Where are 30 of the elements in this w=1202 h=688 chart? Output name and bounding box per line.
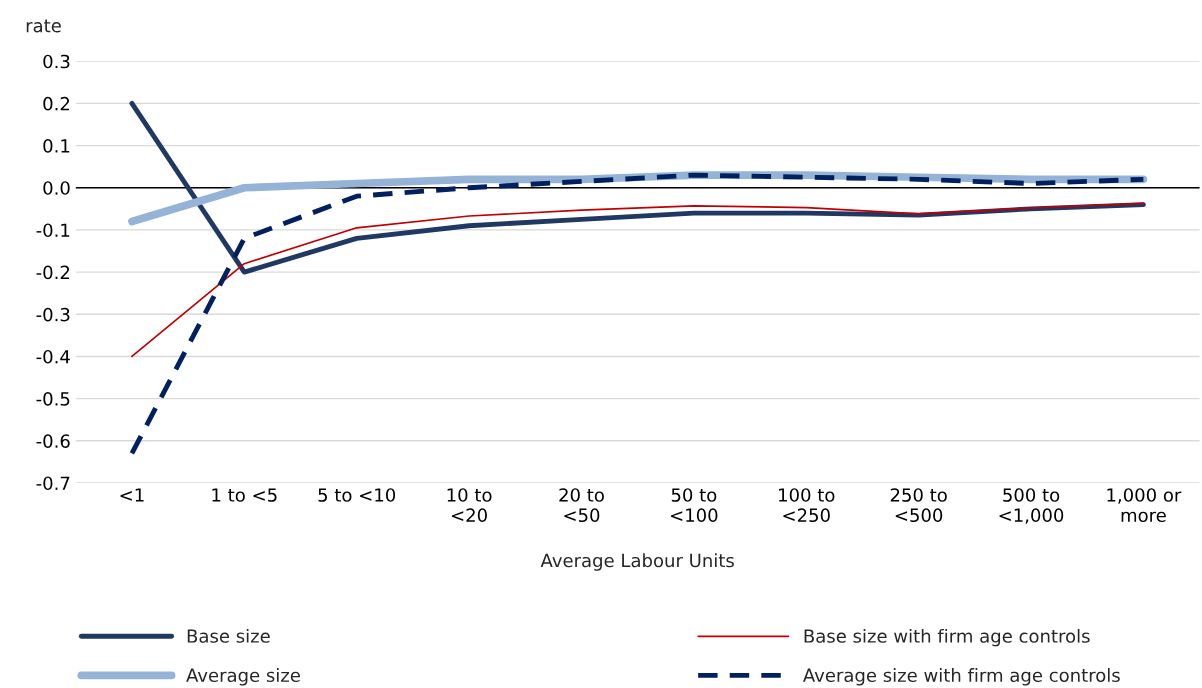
x-tick-label: 10 to <20 <box>447 488 492 523</box>
x-tick-label: 500 to <1,000 <box>999 488 1064 524</box>
y-tick-label: 0.3 <box>43 54 70 69</box>
line-series <box>129 172 1146 456</box>
legend-label: Base size <box>187 628 270 643</box>
y-tick-label: 0.1 <box>43 139 70 153</box>
line-series <box>129 100 1146 275</box>
legend-label: Average size <box>186 668 300 686</box>
y-tick-label: -0.2 <box>36 265 70 280</box>
y-tick-label: 0.2 <box>43 96 70 111</box>
y-tick-label: -0.1 <box>36 223 70 238</box>
y-axis-title: rate <box>26 19 61 33</box>
y-tick-label: -0.4 <box>36 349 70 364</box>
x-tick-label: 250 to <500 <box>890 488 947 523</box>
x-tick-label: 100 to <250 <box>779 488 835 523</box>
x-tick-label: 1 to <5 <box>212 488 277 502</box>
legend-label: Base size with firm age controls <box>804 628 1090 647</box>
line-series <box>131 202 1145 358</box>
y-tick-label: -0.7 <box>36 476 70 491</box>
x-tick-label: 1,000 or more <box>1107 488 1182 523</box>
x-tick-label: 5 to <10 <box>318 488 396 502</box>
y-tick-label: -0.5 <box>36 392 70 406</box>
y-tick-label: 0.0 <box>43 181 70 195</box>
y-tick-label: -0.3 <box>36 307 70 322</box>
x-tick-label: 20 to <50 <box>559 488 604 523</box>
x-tick-label: <1 <box>120 488 144 502</box>
y-tick-label: -0.6 <box>36 434 70 448</box>
legend-label: Average size with firm age controls <box>803 668 1120 686</box>
x-tick-label: 50 to <100 <box>670 488 718 523</box>
x-axis-title: Average Labour Units <box>540 553 734 571</box>
